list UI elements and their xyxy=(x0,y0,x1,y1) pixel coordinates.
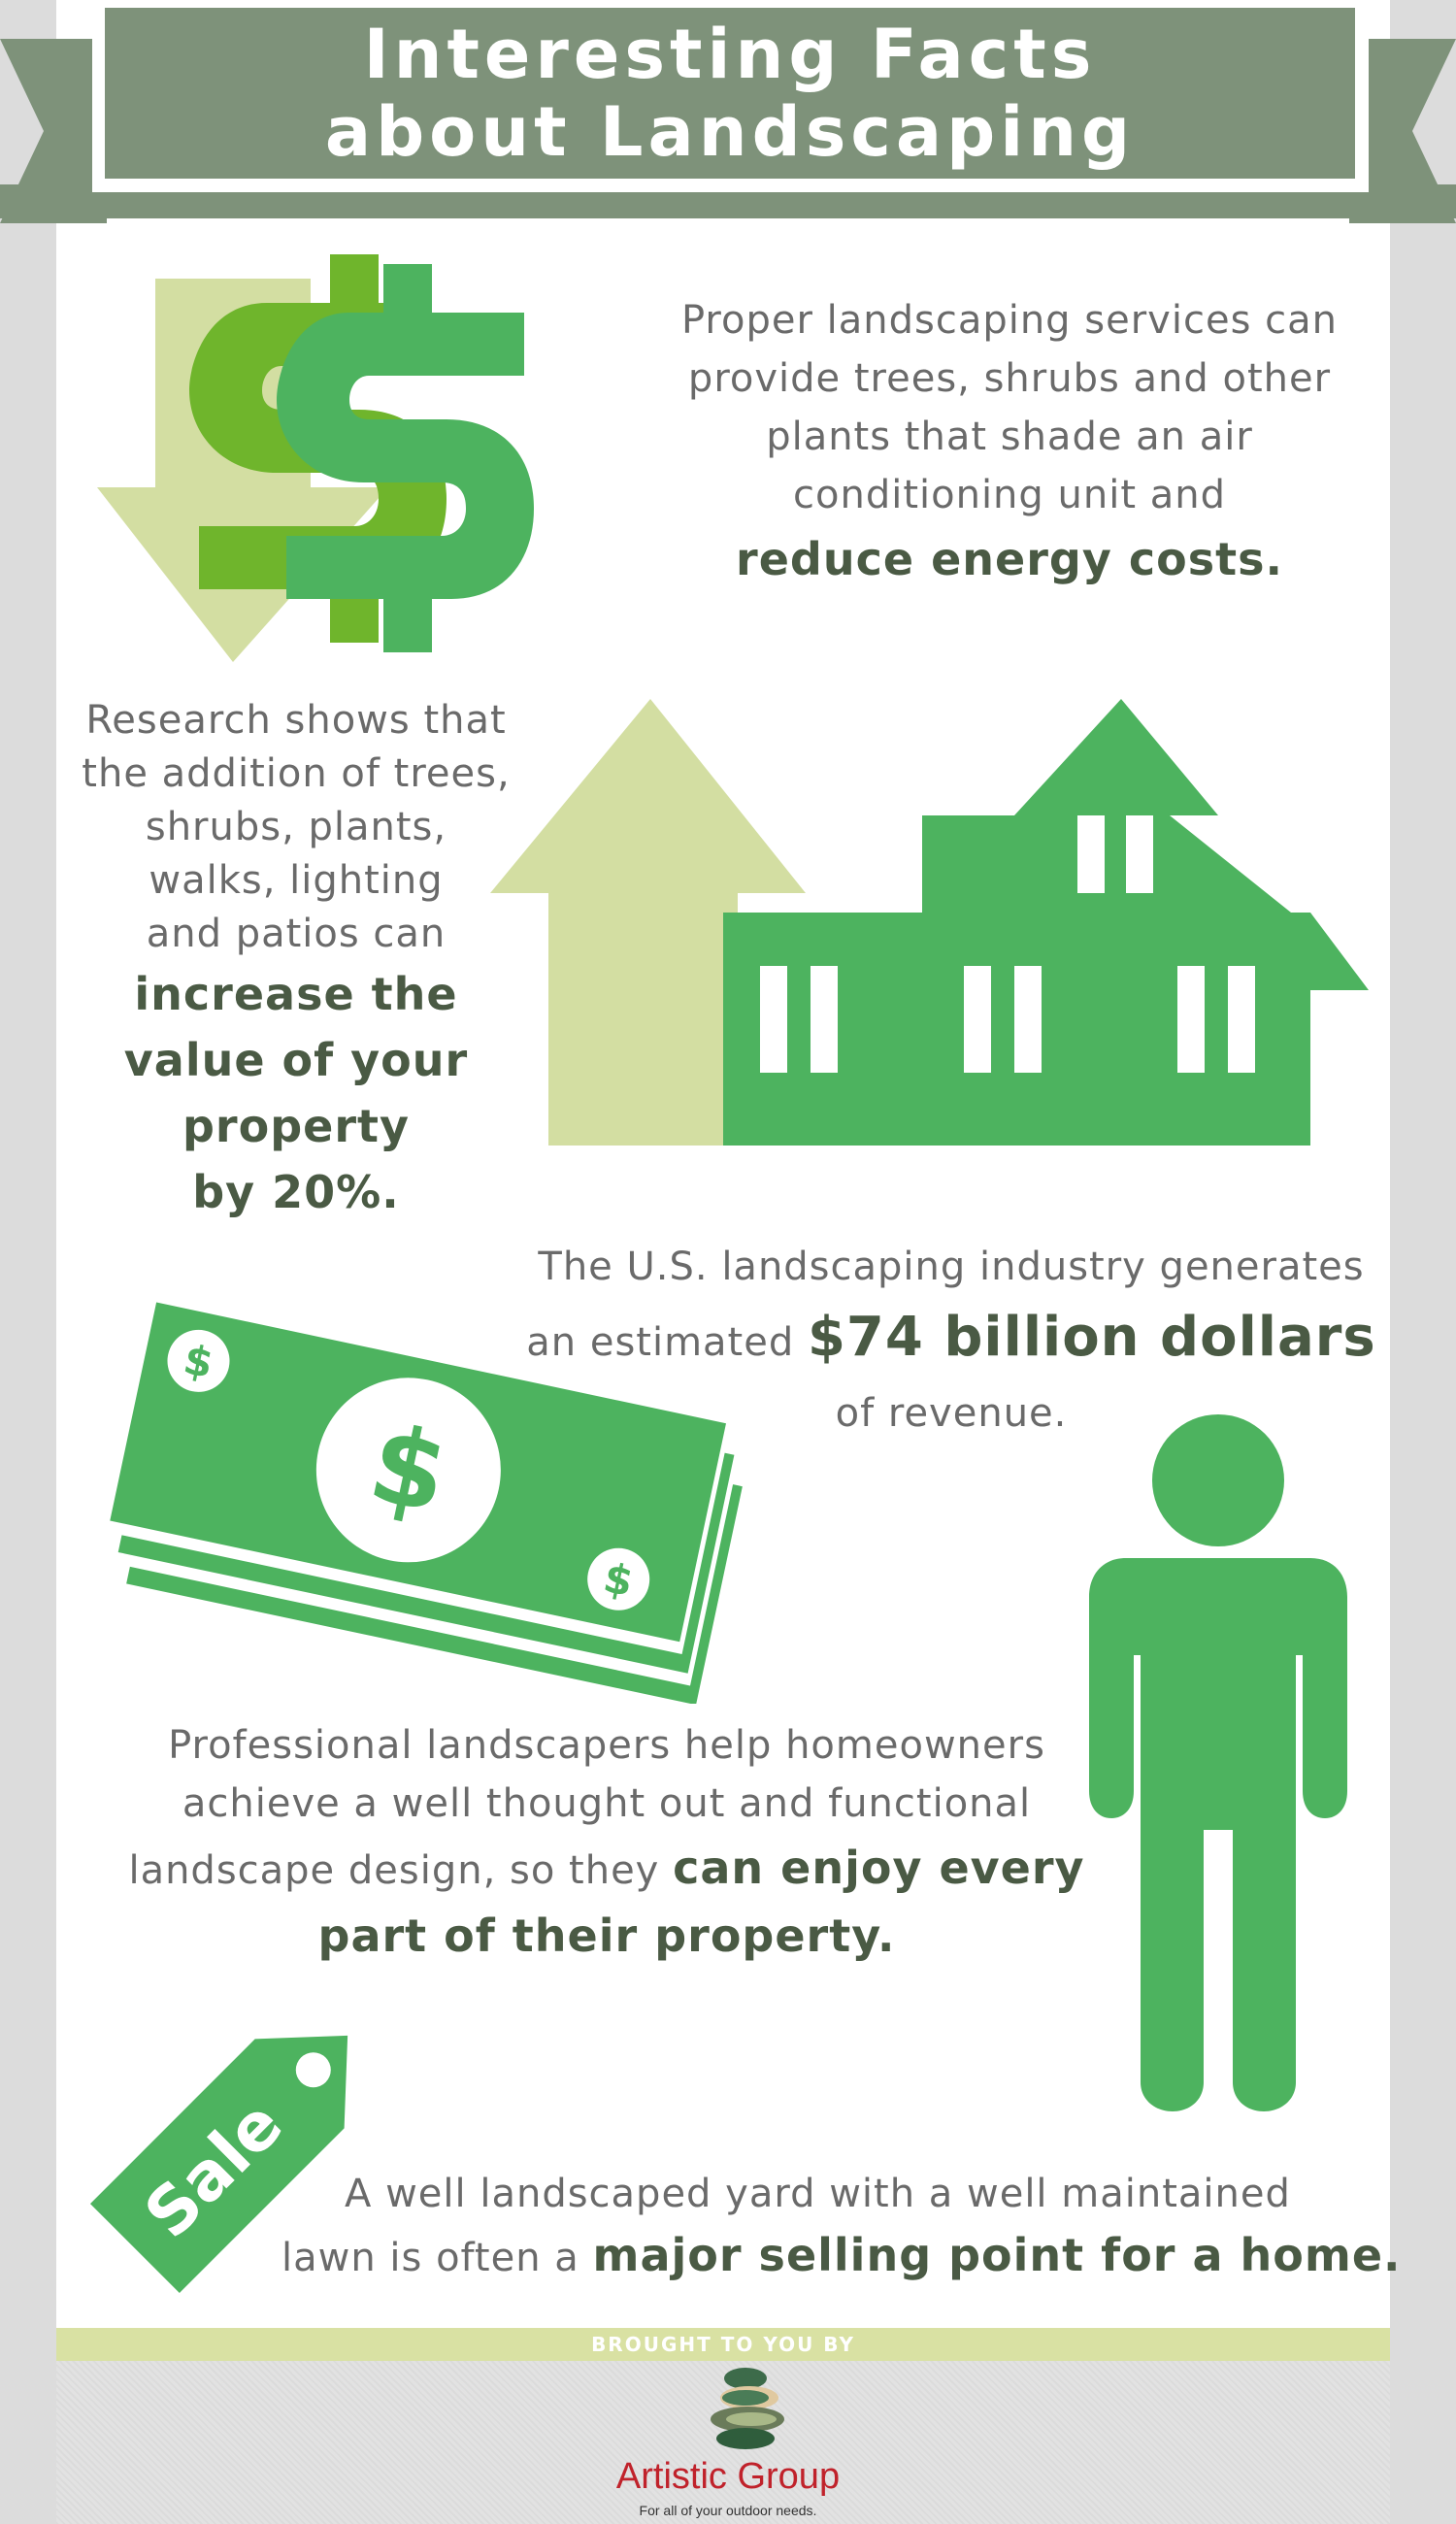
fact-design-highlight-2: part of their property. xyxy=(317,1910,896,1962)
fact-property-line-4: walks, lighting xyxy=(149,858,444,903)
brand-tagline: For all of your outdoor needs. xyxy=(639,2503,817,2518)
person-icon xyxy=(1089,1414,1347,2111)
fact-property-highlight-1: increase the xyxy=(134,968,458,1020)
money-stack-icon: $ $ $ xyxy=(110,1302,743,1704)
sale-tag-icon: Sale xyxy=(89,2035,348,2294)
fact-revenue-line-3: of revenue. xyxy=(835,1391,1068,1436)
fact-property-line-3: shrubs, plants, xyxy=(145,805,447,849)
fact-energy-line-4: conditioning unit and xyxy=(793,473,1226,517)
brand-logo-icon xyxy=(711,2368,784,2449)
fact-revenue-line-1: The U.S. landscaping industry generates xyxy=(538,1245,1365,1289)
fact-property-value: Research shows that the addition of tree… xyxy=(68,694,524,1225)
fact-selling-prefix: lawn is often a xyxy=(281,2236,579,2280)
fact-revenue-prefix: an estimated xyxy=(526,1320,795,1365)
fact-property-highlight-4: by 20%. xyxy=(192,1166,400,1218)
fact-energy-highlight: reduce energy costs. xyxy=(736,533,1283,585)
fact-energy-line-3: plants that shade an air xyxy=(766,415,1253,459)
page-title-line-2: about Landscaping xyxy=(324,92,1136,172)
fact-industry-revenue: The U.S. landscaping industry generates … xyxy=(485,1238,1417,1443)
fact-property-line-5: and patios can xyxy=(146,912,447,956)
fact-energy-line-1: Proper landscaping services can xyxy=(681,298,1338,343)
fact-professional-design: Professional landscapers help homeowners… xyxy=(107,1716,1107,1966)
banner: Interesting Facts about Landscaping xyxy=(105,8,1355,179)
fact-selling-line-1: A well landscaped yard with a well maint… xyxy=(345,2172,1291,2216)
dollar-down-arrow-icon xyxy=(97,254,534,662)
ribbon-tail-right xyxy=(1349,39,1456,223)
house-up-arrow-icon xyxy=(490,699,1369,1146)
fact-design-line-2: achieve a well thought out and functiona… xyxy=(182,1781,1032,1826)
fact-design-highlight-1: can enjoy every xyxy=(673,1842,1085,1894)
fact-design-line-1: Professional landscapers help homeowners xyxy=(168,1723,1045,1768)
fact-property-highlight-3: property xyxy=(182,1100,410,1152)
fact-energy-costs: Proper landscaping services can provide … xyxy=(631,291,1388,594)
page-title-line-1: Interesting Facts xyxy=(363,15,1097,94)
brand-name: Artistic Group xyxy=(615,2456,841,2497)
fact-property-line-1: Research shows that xyxy=(85,698,507,743)
fact-property-highlight-2: value of your xyxy=(123,1034,469,1086)
brought-to-you-by: BROUGHT TO YOU BY xyxy=(56,2328,1390,2361)
fact-design-prefix: landscape design, so they xyxy=(128,1848,660,1893)
fact-revenue-highlight: $74 billion dollars xyxy=(807,1306,1376,1369)
fact-property-line-2: the addition of trees, xyxy=(82,751,511,796)
fact-selling-point: A well landscaped yard with a well maint… xyxy=(262,2165,1446,2290)
ribbon-tail-left xyxy=(0,39,107,223)
fact-selling-highlight: major selling point for a home. xyxy=(592,2229,1402,2281)
fact-energy-line-2: provide trees, shrubs and other xyxy=(687,356,1332,401)
